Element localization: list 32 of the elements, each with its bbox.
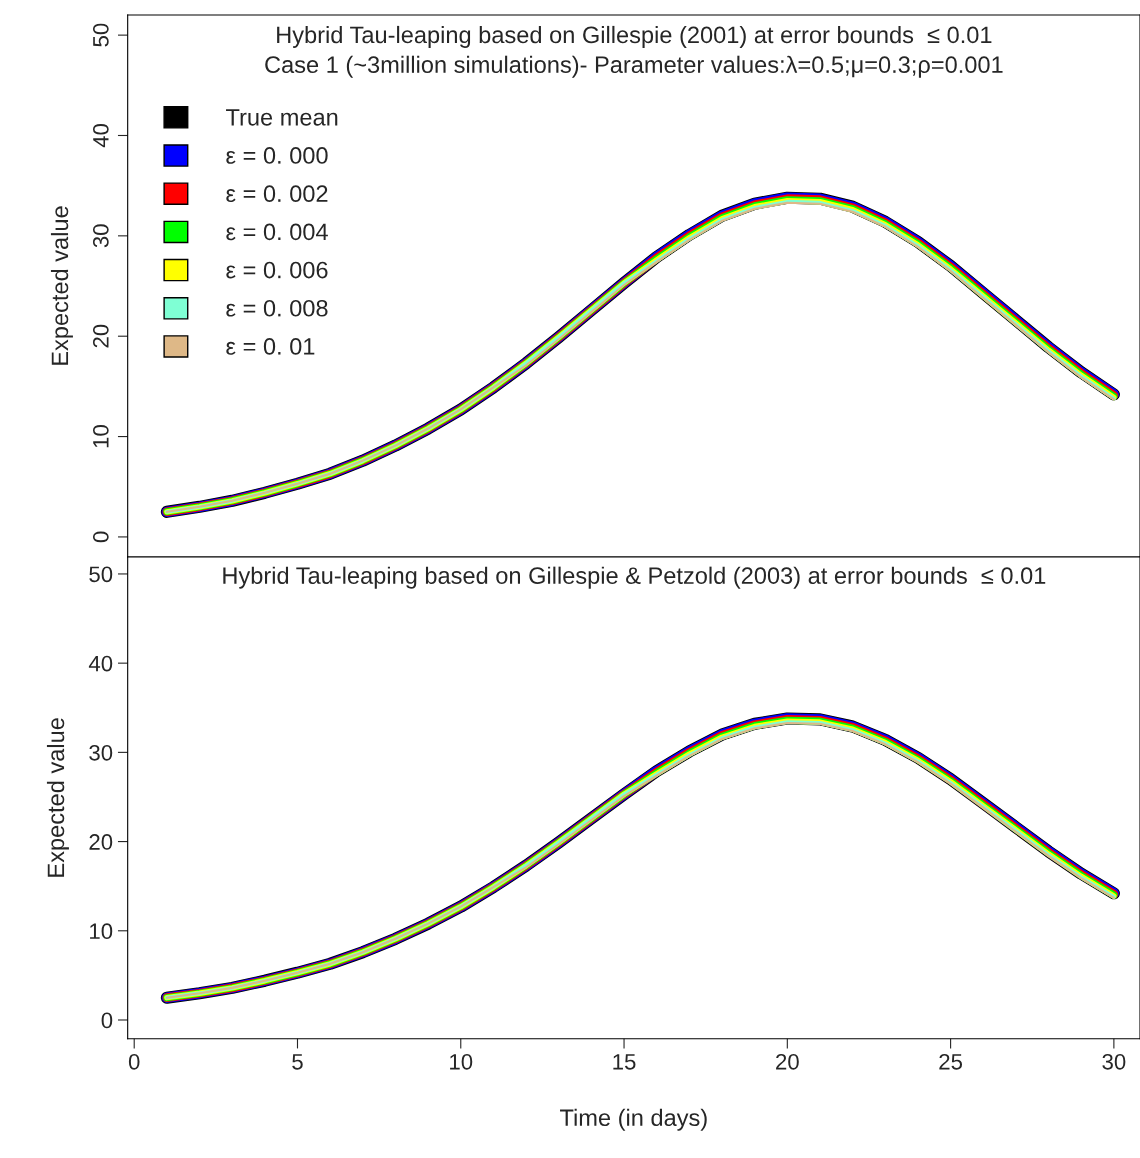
x-tick-label: 20 — [776, 1053, 799, 1070]
legend-label: ε = 0. 004 — [226, 223, 328, 241]
legend-label: ε = 0. 008 — [226, 299, 328, 317]
y-tick-label: 20 — [89, 834, 113, 850]
y-tick-label: 20 — [92, 324, 109, 348]
y-tick-label: 10 — [90, 923, 113, 940]
y-tick-label: 40 — [88, 655, 113, 672]
text: Case 1 (~3million simulations)- Parameter values:λ=0.5;μ=0.3;ρ=0.001 — [265, 55, 1003, 78]
y-tick-label: 0 — [101, 1012, 113, 1029]
y-tick-label: 50 — [92, 23, 109, 47]
y-tick-label: 10 — [92, 425, 109, 448]
x-tick-label: 5 — [292, 1054, 303, 1070]
y-tick-label: 0 — [92, 531, 109, 543]
y-tick-label: 30 — [89, 744, 113, 761]
chart-title: Hybrid Tau-leaping based on Gillespie (2001) at error bounds ≤ 0.01 — [277, 25, 992, 48]
legend-label: ε = 0. 000 — [226, 147, 328, 164]
x-tick-label: 15 — [613, 1054, 636, 1070]
y-tick-label: 40 — [92, 124, 109, 148]
x-tick-label: 25 — [939, 1053, 963, 1070]
y-axis-title: Expected value — [46, 718, 69, 877]
x-axis-title: Time (in days) — [560, 1108, 707, 1131]
x-tick-label: 30 — [1102, 1053, 1126, 1070]
x-tick-label: 10 — [450, 1053, 473, 1070]
y-tick-label: 30 — [92, 224, 109, 248]
legend-label: ε = 0. 006 — [226, 261, 328, 279]
chart-title: Hybrid Tau-leaping based on Gillespie & Petzold (2003) at error bounds ≤ 0.01 — [223, 566, 1046, 589]
y-tick-label: 50 — [89, 566, 113, 583]
x-tick-label: 0 — [128, 1053, 140, 1070]
legend-label: True mean — [226, 109, 338, 126]
legend-label: ε = 0. 01 — [226, 338, 315, 355]
y-axis-title: Expected value — [50, 206, 73, 365]
legend-label: ε = 0. 002 — [226, 185, 328, 203]
